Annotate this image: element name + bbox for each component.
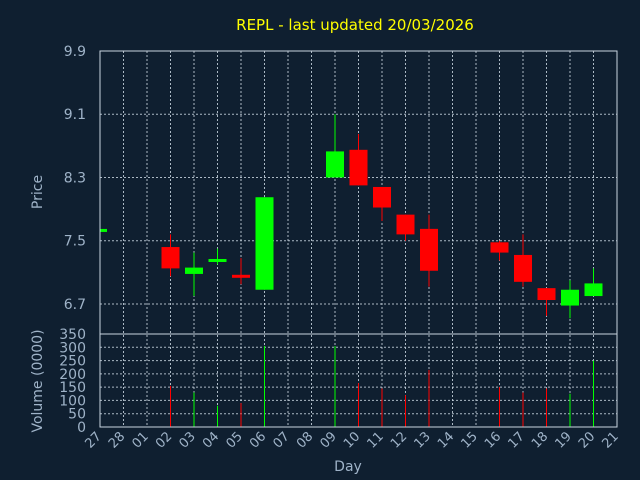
candle-body bbox=[514, 254, 532, 282]
candle-body bbox=[349, 149, 368, 186]
price-tick-label: 9.9 bbox=[64, 44, 86, 60]
x-tick-label: 03 bbox=[177, 429, 199, 451]
x-tick-label: 06 bbox=[247, 429, 269, 451]
x-tick-label: 14 bbox=[435, 429, 457, 451]
x-tick-label: 02 bbox=[153, 429, 175, 451]
price-tick-label: 7.5 bbox=[64, 234, 86, 250]
candle-body bbox=[584, 283, 603, 297]
chart-title: REPL - last updated 20/03/2026 bbox=[236, 16, 474, 34]
grid-layer bbox=[100, 50, 617, 428]
volume-layer bbox=[170, 345, 594, 427]
volume-tick-label: 250 bbox=[59, 354, 86, 370]
candle-body bbox=[396, 214, 415, 235]
candle-body bbox=[185, 267, 203, 274]
x-tick-label: 05 bbox=[224, 429, 246, 451]
x-axis-label: Day bbox=[334, 459, 362, 475]
x-tick-label: 13 bbox=[412, 429, 434, 451]
price-tick-label: 9.1 bbox=[64, 107, 86, 123]
x-tick-label: 08 bbox=[294, 429, 316, 451]
volume-tick-label: 100 bbox=[59, 393, 86, 409]
x-tick-label: 11 bbox=[365, 429, 387, 451]
volume-tick-label: 200 bbox=[59, 367, 86, 383]
candle-body bbox=[326, 151, 344, 178]
x-tick-label: 07 bbox=[271, 429, 293, 451]
price-tick-label: 6.7 bbox=[64, 297, 86, 313]
price-axis-label: Price bbox=[30, 175, 46, 209]
candle-body bbox=[537, 288, 556, 301]
candle-body bbox=[232, 274, 250, 278]
volume-tick-label: 350 bbox=[59, 327, 86, 343]
candle-body bbox=[561, 289, 579, 306]
volume-tick-label: 50 bbox=[68, 407, 86, 423]
x-tick-label: 17 bbox=[506, 429, 528, 451]
candle-body bbox=[490, 242, 509, 253]
candle-body bbox=[100, 228, 107, 232]
candle-body bbox=[208, 258, 227, 262]
price-tick-label: 8.3 bbox=[64, 170, 86, 186]
candles-layer bbox=[100, 114, 603, 319]
candle-body bbox=[420, 228, 438, 271]
x-tick-label: 21 bbox=[600, 429, 622, 451]
candle-body bbox=[161, 247, 180, 269]
candle-body bbox=[373, 186, 391, 208]
x-tick-label: 18 bbox=[529, 429, 551, 451]
volume-axis-label: Volume (0000) bbox=[30, 329, 46, 432]
x-tick-label: 28 bbox=[106, 429, 128, 451]
candle-body bbox=[255, 197, 274, 290]
x-tick-label: 19 bbox=[553, 429, 575, 451]
volume-tick-label: 0 bbox=[77, 420, 86, 436]
x-tick-label: 16 bbox=[482, 429, 504, 451]
volume-tick-label: 300 bbox=[59, 340, 86, 356]
x-tick-label: 09 bbox=[318, 429, 340, 451]
x-tick-label: 10 bbox=[341, 429, 363, 451]
x-tick-label: 15 bbox=[459, 429, 481, 451]
volume-panel-frame bbox=[99, 333, 618, 428]
x-tick-label: 01 bbox=[130, 429, 152, 451]
x-tick-label: 12 bbox=[388, 429, 410, 451]
x-tick-label: 04 bbox=[200, 429, 222, 451]
volume-tick-label: 150 bbox=[59, 380, 86, 396]
x-tick-label: 20 bbox=[576, 429, 598, 451]
